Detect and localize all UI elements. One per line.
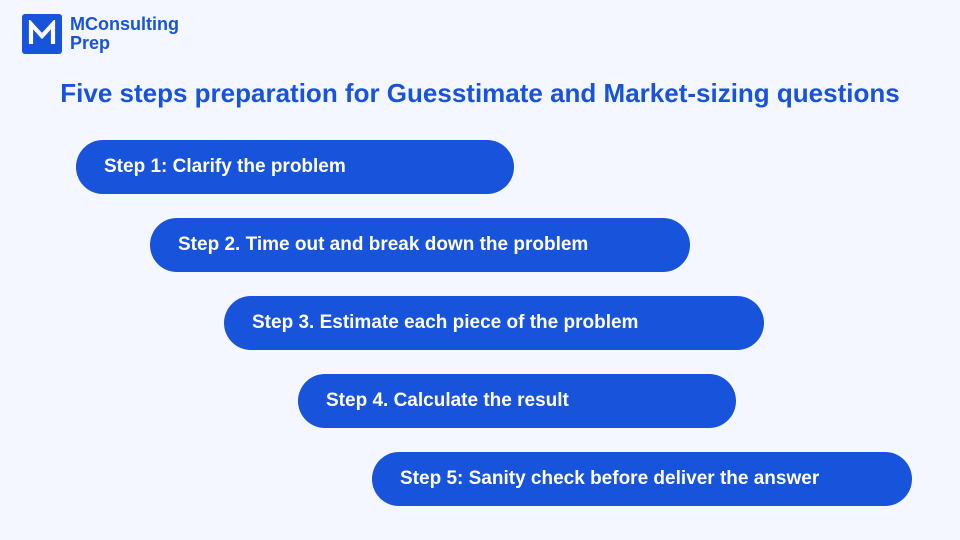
step-label: Step 1: Clarify the problem bbox=[104, 156, 346, 178]
step-pill-3: Step 3. Estimate each piece of the probl… bbox=[224, 296, 764, 350]
brand-logo: MConsulting Prep bbox=[22, 14, 179, 54]
step-pill-2: Step 2. Time out and break down the prob… bbox=[150, 218, 690, 272]
step-label: Step 2. Time out and break down the prob… bbox=[178, 234, 588, 256]
page-title: Five steps preparation for Guesstimate a… bbox=[0, 78, 960, 109]
step-pill-1: Step 1: Clarify the problem bbox=[76, 140, 514, 194]
step-label: Step 3. Estimate each piece of the probl… bbox=[252, 312, 638, 334]
step-label: Step 4. Calculate the result bbox=[326, 390, 569, 412]
logo-mark-icon bbox=[22, 14, 62, 54]
step-pill-4: Step 4. Calculate the result bbox=[298, 374, 736, 428]
logo-line2: Prep bbox=[70, 34, 179, 53]
logo-line1: MConsulting bbox=[70, 15, 179, 34]
step-pill-5: Step 5: Sanity check before deliver the … bbox=[372, 452, 912, 506]
step-label: Step 5: Sanity check before deliver the … bbox=[400, 468, 819, 490]
logo-text: MConsulting Prep bbox=[70, 15, 179, 53]
